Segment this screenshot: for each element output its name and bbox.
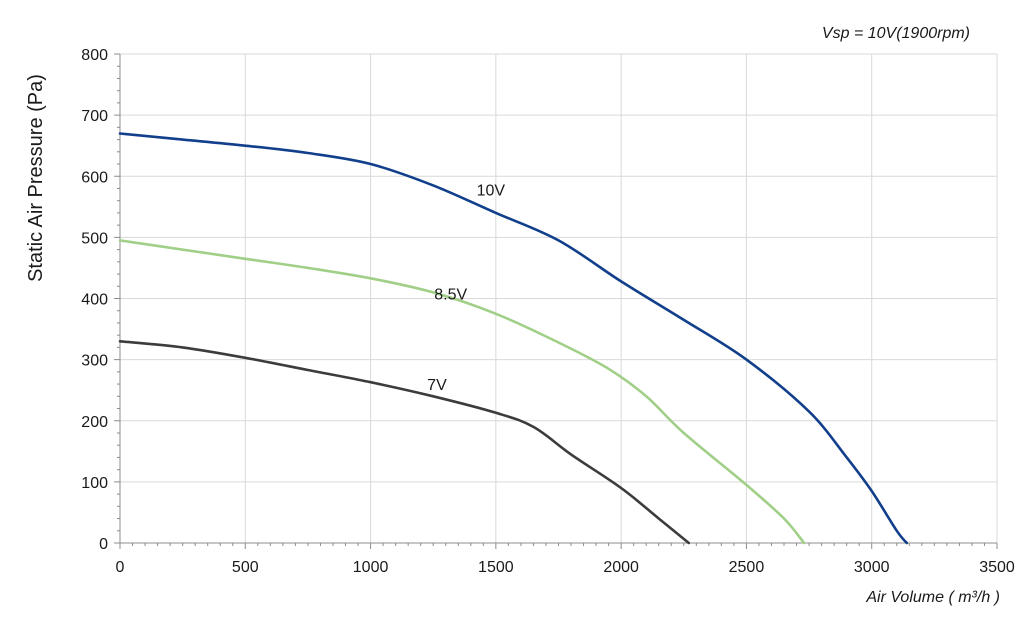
series-line-8-5v: [118, 239, 806, 545]
grid-layer: [119, 53, 998, 544]
x-tick-label: 3500: [979, 559, 1015, 576]
x-tick-label: 3000: [854, 559, 890, 576]
y-tick-label: 700: [81, 108, 108, 125]
y-tick-label: 100: [81, 475, 108, 492]
axis-layer: 0 500 1000 1500 2000 2500 3000 3500 0 100 200 300 40…: [81, 47, 1015, 576]
x-tick-label: 0: [116, 559, 125, 576]
y-tick-label: 300: [81, 353, 108, 370]
x-tick-label: 500: [232, 559, 259, 576]
series-line-7v: [118, 340, 691, 545]
chart-subtitle: Vsp = 10V(1900rpm): [822, 25, 970, 42]
y-tick-label: 200: [81, 414, 108, 431]
series-label-8-5v: 8.5V: [434, 287, 467, 304]
y-tick-label: 600: [81, 169, 108, 186]
y-tick-label: 800: [81, 47, 108, 64]
x-tick-label: 2000: [603, 559, 639, 576]
label-layer: 10V 8.5V 7V: [427, 183, 505, 394]
x-tick-label: 1500: [478, 559, 514, 576]
series-label-10v: 10V: [477, 183, 506, 200]
series-line-10v: [118, 132, 909, 545]
series-layer: [118, 132, 909, 545]
x-tick-label: 2500: [729, 559, 765, 576]
series-label-7v: 7V: [427, 377, 447, 394]
x-axis-title: Air Volume ( m³/h ): [865, 589, 1000, 606]
y-tick-label: 400: [81, 292, 108, 309]
x-tick-label: 1000: [353, 559, 389, 576]
y-axis-title: Static Air Pressure (Pa): [25, 74, 47, 282]
y-tick-label: 0: [99, 536, 108, 553]
y-tick-label: 500: [81, 230, 108, 247]
